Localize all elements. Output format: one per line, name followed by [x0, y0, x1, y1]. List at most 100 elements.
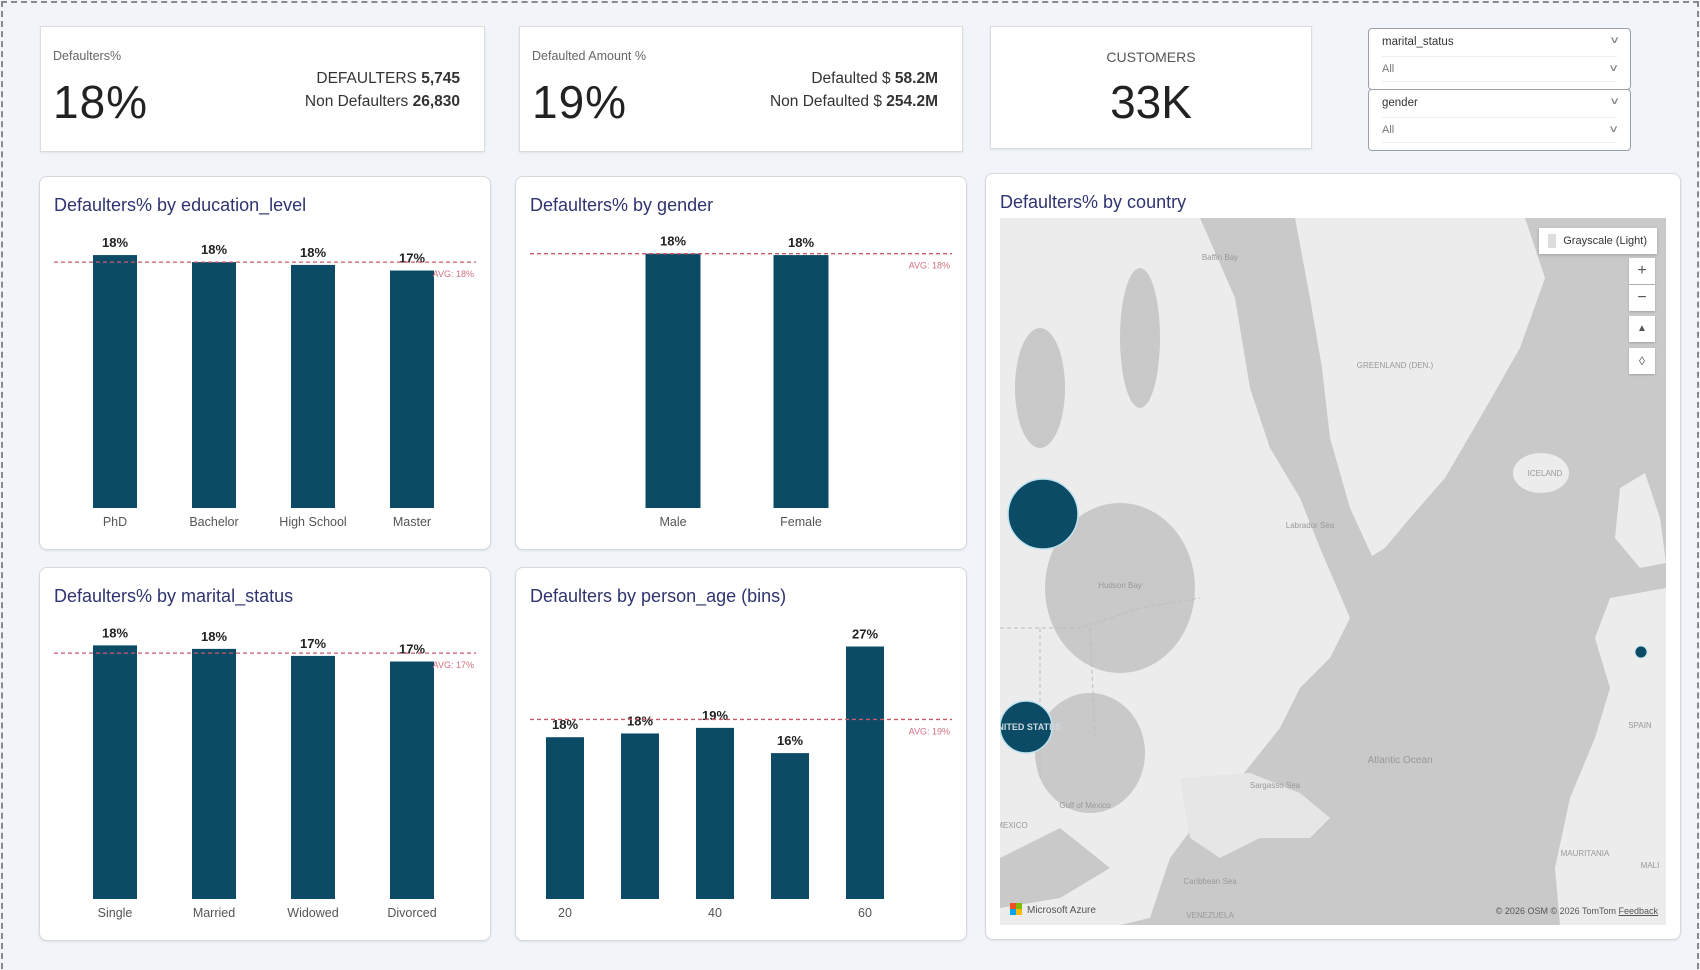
age-bar-chart: 18% 20 18% 19% 40 16% 27% 60 AVG: 19%: [530, 627, 952, 920]
bar[interactable]: [621, 733, 659, 899]
map-label: Hudson Bay: [1098, 581, 1142, 590]
bar[interactable]: [846, 646, 884, 899]
data-label: 18%: [102, 625, 128, 640]
map-style-picker[interactable]: Grayscale (Light): [1539, 228, 1657, 254]
slicer-dropdown[interactable]: All ∨: [1382, 117, 1619, 143]
bar[interactable]: [291, 264, 335, 508]
x-tick-label: PhD: [103, 515, 127, 529]
slicer-field: marital_status: [1382, 36, 1454, 48]
chevron-down-icon: ∨: [1607, 63, 1619, 74]
x-tick-label: Widowed: [287, 906, 338, 920]
feedback-link[interactable]: Feedback: [1618, 906, 1658, 916]
bar[interactable]: [192, 262, 236, 508]
gender-slicer[interactable]: gender ∨ All ∨: [1368, 89, 1631, 151]
bar[interactable]: [291, 655, 335, 899]
map-label: MAURITANIA: [1561, 849, 1610, 858]
country-bubble[interactable]: [1007, 478, 1079, 550]
marital-bar-chart: 18% Single 18% Married 17% Widowed 17% Divorced…: [54, 625, 476, 920]
map-label: Labrador Sea: [1286, 521, 1335, 530]
defaulted-label: Defaulted $: [811, 70, 891, 87]
chart-title: Defaulters% by marital_status: [54, 586, 294, 606]
map-attribution: © 2026 OSM © 2026 TomTom Feedback: [1496, 906, 1658, 916]
marital-status-slicer[interactable]: marital_status ∨ All ∨: [1368, 28, 1631, 90]
bar[interactable]: [93, 645, 137, 899]
data-label: 19%: [702, 708, 728, 723]
data-label: 18%: [788, 235, 814, 250]
defaulters-label: DEFAULTERS: [316, 70, 417, 87]
kpi-value: 18%: [53, 76, 149, 128]
map-label: Caribbean Sea: [1183, 877, 1237, 886]
data-label: 18%: [627, 713, 653, 728]
x-tick-label: Divorced: [387, 906, 436, 920]
map-label: GREENLAND (DEN.): [1357, 361, 1434, 370]
kpi-label: CUSTOMERS: [1106, 49, 1196, 65]
x-tick-label: 20: [558, 906, 572, 920]
chevron-down-icon[interactable]: ∨: [1608, 35, 1620, 46]
country-bubble[interactable]: [1634, 645, 1648, 659]
slicer-value: All: [1382, 63, 1395, 75]
data-label: 18%: [201, 629, 227, 644]
country-bubble-united-states[interactable]: [1000, 700, 1053, 754]
x-tick-label: 40: [708, 906, 722, 920]
map-label: MALI: [1641, 861, 1660, 870]
kpi-value: 33K: [1110, 76, 1192, 128]
bar[interactable]: [93, 255, 137, 508]
x-tick-label: Male: [659, 515, 686, 529]
data-label: 18%: [300, 245, 326, 260]
marital-chart: Defaulters% by marital_status 18% Single 1…: [39, 567, 491, 941]
map-label: Baffin Bay: [1202, 253, 1238, 262]
data-label: 17%: [300, 636, 326, 651]
bar[interactable]: [773, 255, 829, 508]
data-label: 17%: [399, 251, 425, 266]
bar[interactable]: [771, 753, 809, 899]
chart-title: Defaulters% by gender: [530, 195, 714, 215]
x-tick-label: 60: [858, 906, 872, 920]
x-tick-label: Master: [393, 515, 431, 529]
pitch-icon[interactable]: ▲: [1629, 316, 1655, 342]
bar[interactable]: [546, 737, 584, 899]
defaulted-value: 58.2M: [894, 70, 938, 87]
kpi-value: 19%: [532, 76, 628, 128]
data-label: 17%: [399, 642, 425, 657]
bar[interactable]: [696, 727, 734, 899]
kpi-details: Defaulted $ 58.2M Non Defaulted $ 254.2M: [770, 67, 938, 113]
bar[interactable]: [390, 270, 434, 508]
map-label: MEXICO: [1000, 821, 1028, 830]
data-label: 18%: [102, 235, 128, 250]
gender-chart: Defaulters% by gender 18% Male 18% Female AV…: [515, 176, 967, 550]
data-label: 18%: [552, 717, 578, 732]
attribution-text: © 2026 OSM © 2026 TomTom: [1495, 906, 1616, 916]
zoom-in-button[interactable]: +: [1629, 258, 1655, 284]
data-label: 27%: [852, 627, 878, 642]
bar[interactable]: [390, 661, 434, 899]
non-defaulted-label: Non Defaulted $: [769, 93, 882, 110]
kpi-label: Defaulted Amount %: [532, 49, 646, 63]
slicer-dropdown[interactable]: All ∨: [1382, 56, 1619, 82]
zoom-out-button[interactable]: −: [1629, 285, 1655, 311]
non-defaulters-label: Non Defaulters: [304, 93, 409, 110]
microsoft-logo-icon: [1010, 903, 1022, 915]
map-label: Gulf of Mexico: [1059, 801, 1111, 810]
map-label: ICELAND: [1528, 469, 1563, 478]
kpi-details: DEFAULTERS 5,745 Non Defaulters 26,830: [305, 67, 460, 113]
non-defaulted-value: 254.2M: [886, 93, 938, 110]
data-label: 18%: [201, 242, 227, 257]
slicer-field: gender: [1382, 97, 1418, 109]
style-swatch-icon: [1548, 234, 1556, 248]
defaulters-value: 5,745: [421, 70, 460, 87]
average-label: AVG: 19%: [909, 726, 950, 736]
chevron-down-icon: ∨: [1607, 124, 1619, 135]
data-label: 18%: [660, 234, 686, 249]
chevron-down-icon[interactable]: ∨: [1608, 96, 1620, 107]
bar[interactable]: [192, 648, 236, 899]
map-label: Atlantic Ocean: [1367, 755, 1432, 766]
x-tick-label: Single: [98, 906, 133, 920]
x-tick-label: High School: [279, 515, 346, 529]
bar[interactable]: [645, 253, 701, 508]
chart-title: Defaulters% by education_level: [54, 195, 307, 215]
non-defaulters-value: 26,830: [412, 93, 460, 110]
kpi-customers-card: CUSTOMERS 33K: [990, 26, 1312, 149]
compass-icon[interactable]: ◊: [1629, 348, 1655, 374]
map-brand: Microsoft Azure: [1027, 905, 1096, 916]
country-map[interactable]: Baffin Bay GREENLAND (DEN.) ICELAND Huds…: [1000, 218, 1666, 925]
